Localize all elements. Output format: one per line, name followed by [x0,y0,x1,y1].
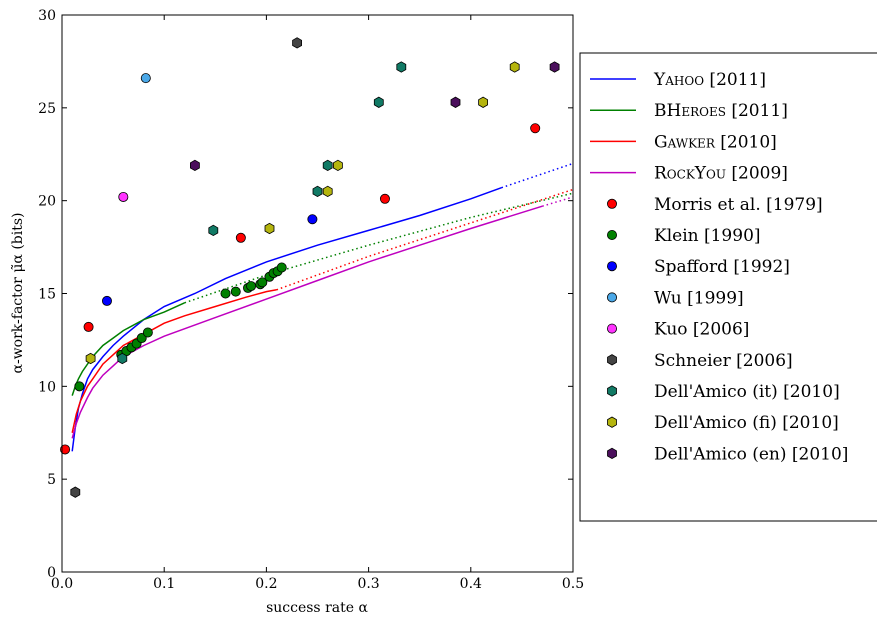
legend-label: Dell'Amico (en) [2010] [654,444,848,464]
point-series-1-8 [230,286,241,297]
legend-label: Kuo [2006] [654,320,749,340]
point-series-7-0 [85,352,96,365]
point-series-2-0 [101,295,112,306]
legend-label-name: RockYou [654,164,726,184]
point-series-4-0 [118,191,129,202]
point-series-6-5 [396,61,407,73]
point-series-5-1 [292,37,303,49]
point-series-1-0 [74,381,85,392]
legend-label: BHeroes [2011] [654,101,788,121]
legend-marker-swatch [607,416,617,428]
legend-label-name: Yahoo [653,70,704,90]
y-tick-label: 10 [38,379,56,395]
legend-label-year: [2009] [726,164,788,184]
legend-label-year: [2010] [715,132,777,152]
point-series-1-10 [246,281,257,292]
point-series-1-7 [220,288,231,299]
y-tick-label: 25 [38,101,56,117]
point-series-7-5 [509,61,520,73]
x-axis-label: success rate α [266,600,368,616]
x-tick-label: 0.4 [460,576,482,592]
legend-box [579,52,877,522]
legend: Yahoo [2011]BHeroes [2011]Gawker [2010]R… [579,52,877,522]
legend-label: RockYou [2009] [654,164,788,184]
legend-label: Dell'Amico (fi) [2010] [654,413,839,433]
legend-marker-swatch [607,292,618,303]
line-gawker-dotted [276,188,574,291]
ticks-layer: 0.0 0.1 0.2 0.3 0.4 0.5 0 5 10 15 20 25 30 [38,8,584,592]
plot-frame [61,14,574,573]
point-series-1-6 [142,327,153,338]
point-series-0-1 [83,321,94,332]
line-gawker-solid [71,289,277,433]
point-series-1-5 [136,333,147,344]
point-series-6-0 [117,352,128,365]
x-tick-label: 0.5 [562,576,584,592]
lines-layer [71,162,574,452]
legend-label: Morris et al. [1979] [654,195,823,215]
point-series-6-3 [322,159,333,172]
legend-label: Gawker [2010] [654,132,777,152]
legend-marker-swatch [607,261,618,272]
point-series-8-0 [189,159,200,172]
x-tick-label: 0.2 [255,576,277,592]
point-series-0-4 [530,123,541,134]
legend-label: Yahoo [2011] [653,70,766,90]
legend-marker-swatch [607,385,617,397]
line-bheroes-dotted [184,192,574,304]
legend-marker-swatch [607,198,618,209]
legend-label: Schneier [2006] [654,351,793,371]
point-series-3-0 [140,73,151,84]
line-yahoo-solid [71,186,502,452]
line-rockyou-dotted [542,196,574,207]
legend-label: Wu [1999] [654,288,744,308]
legend-label-year: [2011] [704,70,766,90]
point-series-8-1 [450,96,461,108]
point-series-0-0 [60,444,71,455]
point-series-1-16 [276,262,287,273]
point-series-0-2 [235,232,246,243]
point-series-7-1 [264,222,275,235]
legend-label: Klein [1990] [654,226,761,246]
y-tick-label: 15 [38,287,56,303]
y-tick-label: 30 [38,8,56,24]
point-series-7-4 [478,96,489,108]
x-tick-label: 0.3 [357,576,379,592]
y-tick-label: 20 [38,194,56,210]
legend-marker-swatch [607,354,617,366]
point-series-6-1 [208,224,219,237]
point-series-1-12 [257,277,268,288]
point-series-2-1 [307,214,318,225]
points-layer [60,37,560,498]
point-series-7-2 [322,185,333,198]
point-series-6-4 [373,96,384,108]
y-tick-label: 0 [47,565,56,581]
point-series-7-3 [332,159,343,172]
legend-label-year: [2011] [726,101,788,121]
point-series-0-3 [379,193,390,204]
line-bheroes-solid [71,302,185,396]
legend-marker-swatch [607,447,617,460]
legend-marker-swatch [607,229,618,240]
legend-label: Spafford [1992] [654,257,790,277]
line-yahoo-dotted [501,162,574,189]
line-rockyou-solid [71,205,543,439]
point-series-8-2 [549,61,560,73]
x-tick-label: 0.1 [153,576,175,592]
point-series-5-0 [70,486,81,498]
legend-marker-swatch [607,323,618,334]
point-series-6-2 [312,185,323,198]
legend-label-name: BHeroes [654,101,726,121]
x-tick-label: 0.0 [51,576,73,592]
legend-label-name: Gawker [654,132,716,152]
legend-label: Dell'Amico (it) [2010] [654,382,840,402]
y-axis-label: α-work-factor μ̃α (bits) [10,213,26,374]
y-tick-label: 5 [47,472,56,488]
